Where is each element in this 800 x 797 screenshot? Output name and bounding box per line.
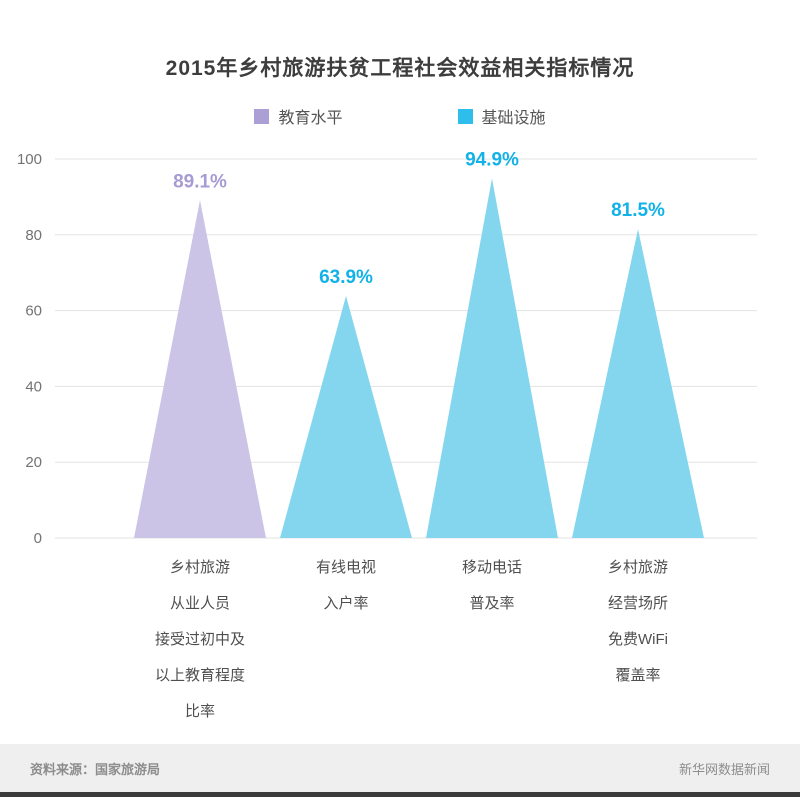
category-label-line: 免费WiFi (608, 631, 668, 648)
y-tick-label: 0 (34, 530, 42, 547)
category-label-line: 有线电视 (316, 559, 376, 576)
legend-swatch-infrastructure (457, 108, 473, 124)
y-tick-label: 40 (25, 378, 42, 395)
category-label-line: 以上教育程度 (155, 667, 245, 684)
category-label-line: 乡村旅游 (608, 559, 668, 576)
y-tick-label: 100 (17, 151, 42, 168)
triangle-mark (572, 229, 704, 538)
triangle-mark (426, 178, 558, 539)
page-title: 2015年乡村旅游扶贫工程社会效益相关指标情况 (165, 57, 635, 80)
legend-swatch-education (254, 108, 270, 124)
category-label-line: 移动电话 (462, 559, 522, 576)
category-label-line: 普及率 (469, 595, 514, 612)
category-label-line: 覆盖率 (615, 667, 660, 684)
triangle-mark (280, 295, 412, 538)
legend-label-infrastructure: 基础设施 (481, 110, 546, 127)
category-label-line: 乡村旅游 (170, 559, 230, 576)
category-label-line: 从业人员 (170, 595, 230, 612)
triangle-mark (134, 200, 266, 538)
y-tick-label: 80 (25, 227, 42, 244)
category-label-line: 比率 (185, 703, 215, 720)
value-label: 89.1% (173, 171, 227, 192)
legend-item-education: 教育水平 (254, 104, 343, 128)
category-label-line: 接受过初中及 (155, 631, 245, 648)
category-label-line: 经营场所 (608, 595, 668, 612)
chart-legend: 教育水平 基础设施 (0, 104, 800, 128)
value-label: 94.9% (465, 149, 519, 170)
legend-label-education: 教育水平 (278, 110, 343, 127)
y-tick-label: 20 (25, 454, 42, 471)
credit-text: 新华网数据新闻 (678, 761, 770, 777)
value-label: 63.9% (319, 267, 373, 288)
y-tick-label: 60 (25, 303, 42, 320)
data-source-text: 资料来源：国家旅游局 (30, 761, 161, 777)
footer-bar: 资料来源：国家旅游局 新华网数据新闻 (0, 744, 800, 797)
value-label: 81.5% (611, 200, 665, 221)
legend-item-infrastructure: 基础设施 (457, 104, 546, 128)
category-label-line: 入户率 (323, 595, 368, 612)
